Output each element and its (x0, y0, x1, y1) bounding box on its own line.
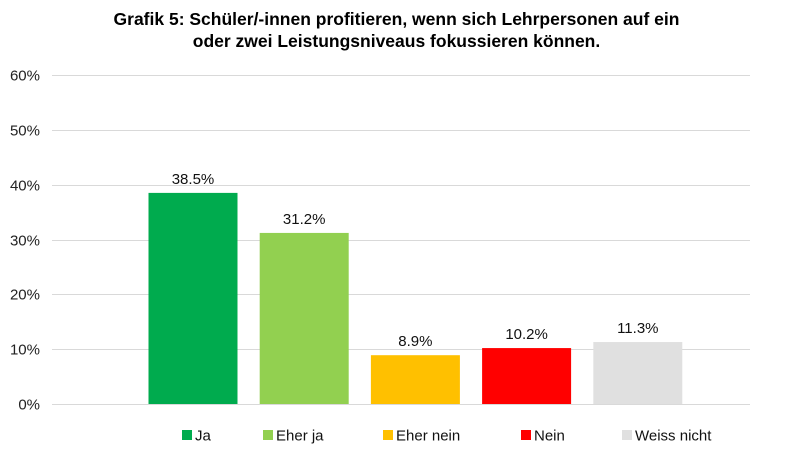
legend-item: Eher ja (263, 428, 324, 445)
y-tick-label: 50% (10, 123, 40, 140)
legend-swatch (622, 430, 632, 440)
bar-weiss-nicht (593, 342, 683, 404)
y-tick-label: 30% (10, 233, 40, 250)
data-label: 8.9% (398, 333, 432, 350)
y-tick-label: 0% (18, 397, 40, 414)
data-label: 10.2% (505, 326, 548, 343)
legend: Ja Eher ja Eher nein Nein Weiss nicht (182, 428, 712, 445)
chart-title-line-2: oder zwei Leistungsniveaus fokussieren k… (192, 31, 601, 51)
data-labels: 38.5% 31.2% 8.9% 10.2% 11.3% (172, 171, 659, 350)
legend-swatch (182, 430, 192, 440)
data-label: 38.5% (172, 171, 215, 188)
data-label: 11.3% (617, 320, 658, 337)
bar-eher-ja (259, 232, 349, 404)
legend-label: Eher nein (396, 428, 460, 445)
legend-swatch (383, 430, 393, 440)
legend-swatch (263, 430, 273, 440)
legend-item: Nein (521, 428, 565, 445)
data-label: 31.2% (283, 211, 326, 228)
bar-eher-nein (370, 355, 460, 404)
legend-swatch (521, 430, 531, 440)
chart-title-line-1: Grafik 5: Schüler/-innen profitieren, we… (113, 9, 680, 29)
legend-label: Ja (195, 428, 212, 445)
bars (148, 192, 683, 404)
y-axis-tick-labels: 0% 10% 20% 30% 40% 50% 60% (10, 68, 40, 414)
y-tick-label: 40% (10, 178, 40, 195)
legend-item: Ja (182, 428, 212, 445)
chart-title: Grafik 5: Schüler/-innen profitieren, we… (0, 8, 793, 52)
legend-label: Eher ja (276, 428, 324, 445)
legend-item: Weiss nicht (622, 428, 712, 445)
bar-nein (482, 348, 572, 404)
y-tick-label: 20% (10, 287, 40, 304)
legend-item: Eher nein (383, 428, 460, 445)
legend-label: Weiss nicht (635, 428, 712, 445)
legend-label: Nein (534, 428, 565, 445)
y-tick-label: 10% (10, 342, 40, 359)
bar-ja (148, 192, 238, 404)
y-tick-label: 60% (10, 68, 40, 85)
